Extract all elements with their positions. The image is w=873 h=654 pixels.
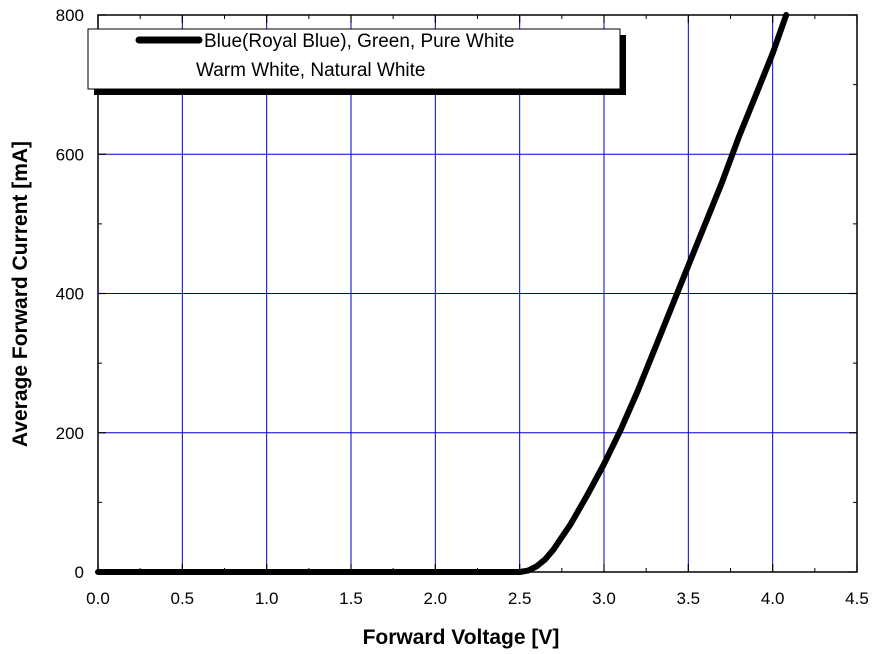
x-tick-label: 3.0 xyxy=(592,589,616,608)
y-tick-label: 600 xyxy=(56,145,84,164)
y-tick-labels: 0 200 400 600 800 xyxy=(56,6,84,582)
x-tick-label: 1.5 xyxy=(339,589,363,608)
x-tick-label: 3.5 xyxy=(677,589,701,608)
y-tick-label: 200 xyxy=(56,424,84,443)
x-tick-label: 1.0 xyxy=(255,589,279,608)
y-tick-label: 0 xyxy=(75,563,84,582)
y-tick-label: 400 xyxy=(56,285,84,304)
x-tick-label: 4.5 xyxy=(845,589,869,608)
x-tick-label: 0.0 xyxy=(86,589,110,608)
legend-label-line2: Warm White, Natural White xyxy=(196,60,425,81)
x-tick-label: 4.0 xyxy=(761,589,785,608)
y-axis-title: Average Forward Current [mA] xyxy=(9,141,32,447)
legend-label-line1: Blue(Royal Blue), Green, Pure White xyxy=(204,31,514,52)
y-tick-label: 800 xyxy=(56,6,84,25)
legend: Blue(Royal Blue), Green, Pure White Warm… xyxy=(87,28,626,95)
x-tick-label: 2.5 xyxy=(508,589,532,608)
x-tick-labels: 0.0 0.5 1.0 1.5 2.0 2.5 3.0 3.5 4.0 4.5 xyxy=(86,589,869,608)
x-tick-label: 2.0 xyxy=(424,589,448,608)
x-tick-label: 0.5 xyxy=(171,589,195,608)
x-axis-title: Forward Voltage [V] xyxy=(363,626,560,649)
plot-frame xyxy=(97,14,858,573)
